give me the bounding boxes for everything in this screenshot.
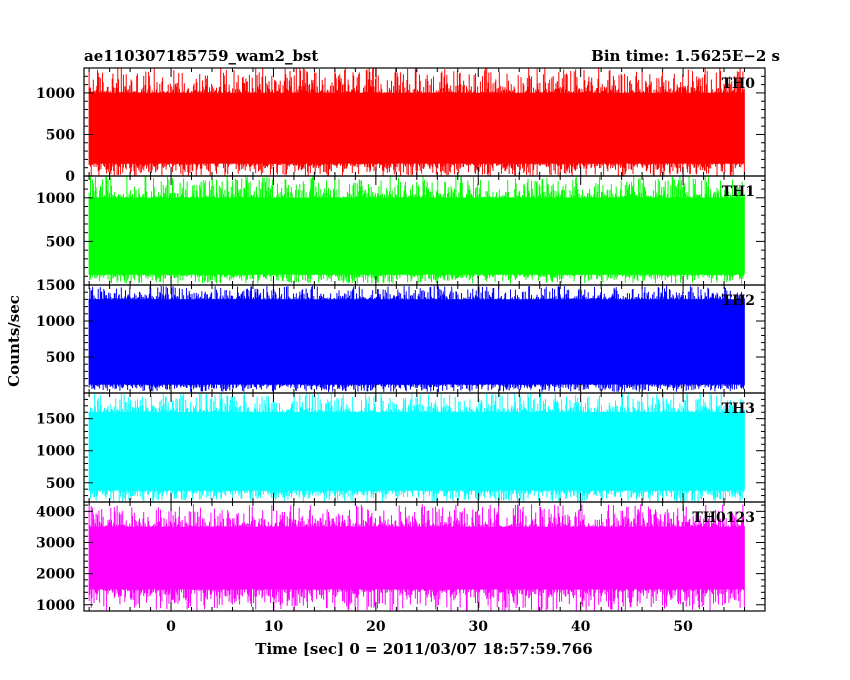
y-tick-label: 1000 bbox=[36, 444, 75, 460]
series-trace bbox=[88, 68, 745, 176]
x-tick-label: 0 bbox=[166, 619, 176, 635]
panel-label: TH1 bbox=[722, 184, 755, 200]
panel-frame bbox=[83, 501, 766, 612]
y-tick-label: 1000 bbox=[36, 191, 75, 207]
panel-th0123: 1000 2000 3000 4000 TH0123 0 10 20 30 40 50 bbox=[36, 501, 766, 635]
series-trace bbox=[88, 176, 745, 284]
y-tick-label: 500 bbox=[46, 234, 75, 250]
y-tick-label: 2000 bbox=[36, 567, 75, 583]
x-axis-label: Time [sec] 0 = 2011/03/07 18:57:59.766 bbox=[255, 640, 592, 658]
series-th0 bbox=[88, 68, 745, 176]
panel-label: TH0123 bbox=[692, 510, 755, 526]
panel-th1: 0 500 1000 TH1 bbox=[36, 175, 766, 294]
y-tick-label: 1000 bbox=[36, 598, 75, 614]
panel-label: TH0 bbox=[722, 76, 756, 92]
y-tick-label: 4000 bbox=[36, 504, 75, 520]
series-trace bbox=[88, 285, 745, 392]
x-tick-label: 50 bbox=[673, 619, 693, 635]
y-tick-label: 0 bbox=[65, 169, 75, 185]
panel-th0: 0 500 1000 TH0 bbox=[36, 67, 766, 185]
chart-title-left: ae110307185759_wam2_bst bbox=[84, 47, 318, 65]
panel-label: TH2 bbox=[722, 293, 755, 309]
panel-th3: 500 1000 1500 TH3 bbox=[36, 392, 766, 503]
series-trace bbox=[88, 504, 745, 611]
panel-label: TH3 bbox=[722, 401, 755, 417]
x-tick-label: 30 bbox=[469, 619, 489, 635]
y-tick-label: 1000 bbox=[36, 86, 75, 102]
y-tick-label: 0 bbox=[65, 278, 75, 294]
y-tick-label: 1500 bbox=[36, 412, 75, 428]
y-tick-label: 3000 bbox=[36, 535, 75, 551]
series-th1 bbox=[88, 176, 745, 284]
y-tick-label: 500 bbox=[46, 350, 75, 366]
series-th2 bbox=[88, 285, 745, 392]
series-trace bbox=[88, 393, 745, 502]
y-tick-label: 1000 bbox=[36, 314, 75, 330]
y-tick-label: 1500 bbox=[36, 278, 75, 294]
y-axis-label: Counts/sec bbox=[5, 295, 23, 387]
x-tick-label: 20 bbox=[366, 619, 386, 635]
series-th3 bbox=[88, 393, 745, 502]
series-th0123 bbox=[88, 504, 745, 611]
chart-title-right: Bin time: 1.5625E−2 s bbox=[591, 47, 780, 65]
x-tick-label: 40 bbox=[571, 619, 591, 635]
y-tick-label: 500 bbox=[46, 127, 75, 143]
x-tick-label: 10 bbox=[264, 619, 284, 635]
y-tick-label: 500 bbox=[46, 476, 75, 492]
panel-th2: 500 1000 1500 TH2 bbox=[36, 278, 766, 394]
